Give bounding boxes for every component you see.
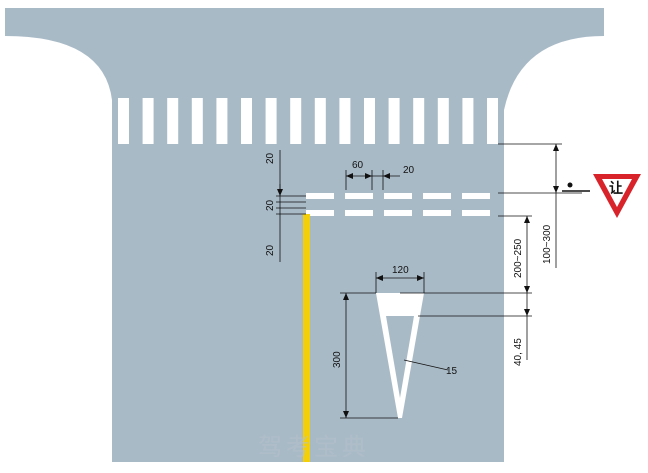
- label-line-top-gap: 20: [265, 152, 276, 164]
- yield-sign: 让: [562, 174, 641, 218]
- arrow-crosswalk-bottom: [553, 186, 559, 193]
- crosswalk-stripe: [142, 98, 154, 144]
- yield-dash: [306, 210, 334, 216]
- crosswalk-stripe: [118, 98, 129, 144]
- yield-dash: [462, 210, 490, 216]
- dim-stroke-leader: [403, 359, 449, 371]
- yield-dash: [423, 210, 451, 216]
- yield-dash: [384, 193, 412, 199]
- crosswalk-stripe: [216, 98, 228, 144]
- dimension-lines: [276, 143, 582, 419]
- center-line: [303, 214, 310, 462]
- arrow-left-vertical: [277, 189, 283, 196]
- label-triangle-stroke: 15: [446, 366, 458, 377]
- label-crosswalk-to-yield: 100~300: [542, 224, 553, 264]
- yield-triangle-marking: [376, 293, 424, 418]
- crosswalk-stripe: [314, 98, 326, 144]
- crosswalk-stripe: [167, 98, 179, 144]
- label-line-between: 20: [265, 199, 276, 211]
- yield-dash: [384, 210, 412, 216]
- label-triangle-width: 120: [392, 265, 409, 276]
- crosswalk-stripe: [437, 98, 449, 144]
- arrow-width-left: [376, 275, 383, 281]
- yield-dash: [462, 193, 490, 199]
- arrow-yield-top: [524, 216, 530, 223]
- arrow-dash-left: [346, 173, 353, 179]
- yield-sign-text: 让: [609, 180, 623, 197]
- arrow-yield-bottom: [524, 286, 530, 293]
- crosswalk-stripe: [191, 98, 203, 144]
- label-dash-gap: 20: [403, 165, 415, 176]
- watermark: 驾考宝典: [258, 433, 370, 461]
- arrow-dash-right: [365, 173, 372, 179]
- yield-dash: [306, 193, 334, 199]
- dimension-arrowheads: [277, 144, 559, 418]
- crosswalk: [118, 98, 498, 144]
- crosswalk-stripe: [265, 98, 277, 144]
- arrow-length-top: [343, 293, 349, 300]
- crosswalk-stripe: [487, 98, 498, 144]
- crosswalk-stripe: [290, 98, 302, 144]
- label-triangle-length: 300: [332, 351, 343, 368]
- crosswalk-stripe: [339, 98, 351, 144]
- label-yield-to-triangle: 200~250: [513, 238, 524, 278]
- label-line-bottom-gap: 20: [265, 244, 276, 256]
- yield-dash: [345, 193, 373, 199]
- sign-post-dot: [567, 182, 573, 188]
- arrow-length-bottom: [343, 411, 349, 418]
- yield-dash: [423, 193, 451, 199]
- arrow-gap-left: [383, 173, 390, 179]
- yield-dashed-lines: [306, 193, 490, 216]
- crosswalk-stripe: [413, 98, 425, 144]
- yield-sign-inner: [602, 179, 632, 207]
- arrow-inner-top: [524, 309, 530, 316]
- label-dash-length: 60: [352, 160, 364, 171]
- crosswalk-stripe: [364, 98, 375, 144]
- label-triangle-inner-offset: 40, 45: [513, 338, 524, 366]
- yield-dash: [345, 210, 373, 216]
- crosswalk-stripe: [388, 98, 400, 144]
- crosswalk-stripe: [462, 98, 474, 144]
- arrow-crosswalk-top: [553, 144, 559, 151]
- yield-triangle-band: [377, 293, 423, 295]
- crosswalk-stripe: [241, 98, 252, 144]
- arrow-width-right: [417, 275, 424, 281]
